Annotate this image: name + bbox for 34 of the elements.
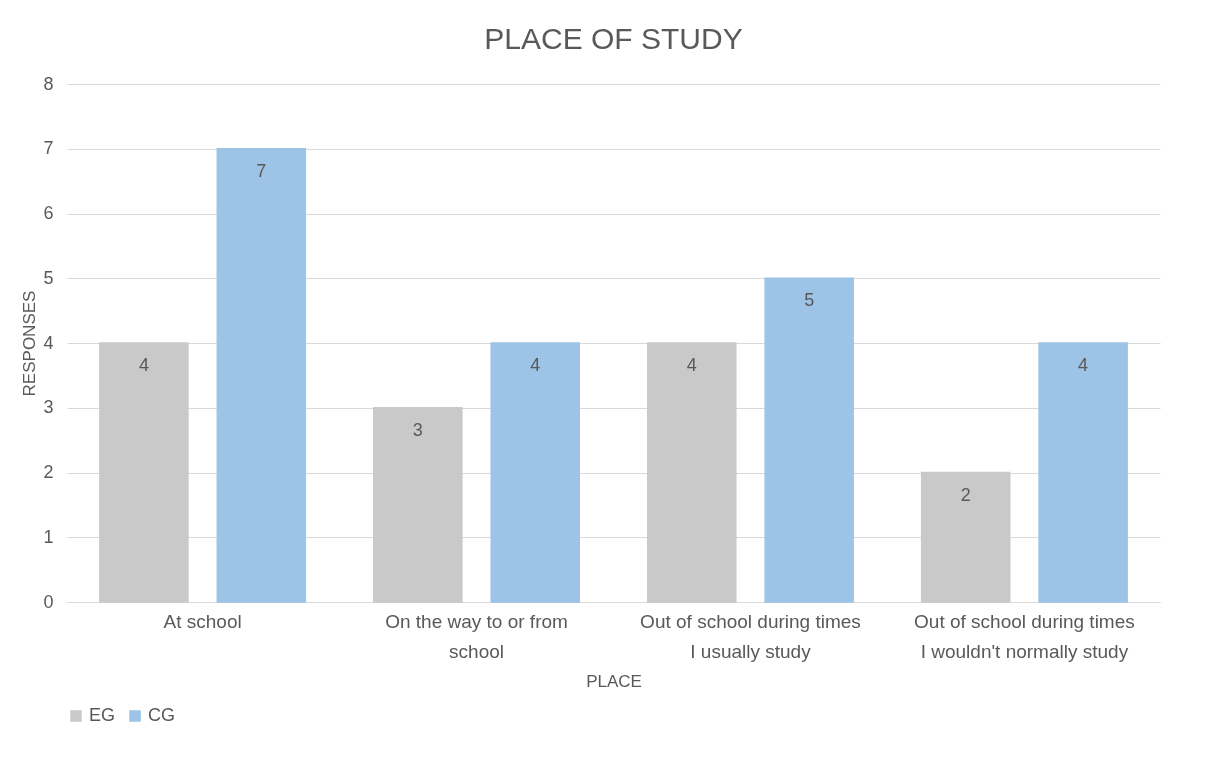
bar xyxy=(373,407,463,603)
bar xyxy=(764,277,854,603)
y-tick-label: 8 xyxy=(43,73,54,94)
bar xyxy=(490,342,581,603)
bar xyxy=(646,342,737,603)
legend-label: CG xyxy=(148,705,175,725)
bar xyxy=(216,148,307,603)
y-tick-label: 0 xyxy=(43,591,54,612)
data-label: 4 xyxy=(686,355,697,375)
data-label: 3 xyxy=(412,419,423,440)
y-axis-title: RESPONSES xyxy=(20,290,40,397)
x-tick-label: On the way to or from school xyxy=(385,610,568,662)
data-label: 5 xyxy=(804,290,815,311)
y-tick-label: 6 xyxy=(43,203,54,223)
x-axis-title: PLACE xyxy=(586,671,642,691)
legend-label: EG xyxy=(89,705,116,725)
y-tick-label: 3 xyxy=(43,397,54,418)
x-tick-label: Out of school during times I usually study xyxy=(640,610,861,662)
data-label: 2 xyxy=(960,484,971,505)
x-tick-label: At school xyxy=(163,610,242,632)
chart-title: PLACE OF STUDY xyxy=(484,22,743,55)
bar xyxy=(920,471,1011,603)
data-label: 7 xyxy=(256,160,267,181)
bar xyxy=(99,342,189,603)
y-tick-label: 2 xyxy=(43,462,54,482)
y-tick-label: 4 xyxy=(43,332,54,353)
y-tick-label: 7 xyxy=(43,138,54,159)
bar xyxy=(1038,342,1128,603)
x-tick-label: Out of school during times I wouldn't normally study xyxy=(914,610,1135,662)
data-label: 4 xyxy=(1078,355,1089,375)
data-label: 4 xyxy=(530,355,541,375)
y-tick-label: 1 xyxy=(43,526,54,547)
y-tick-label: 5 xyxy=(43,267,54,288)
data-label: 4 xyxy=(138,355,149,375)
